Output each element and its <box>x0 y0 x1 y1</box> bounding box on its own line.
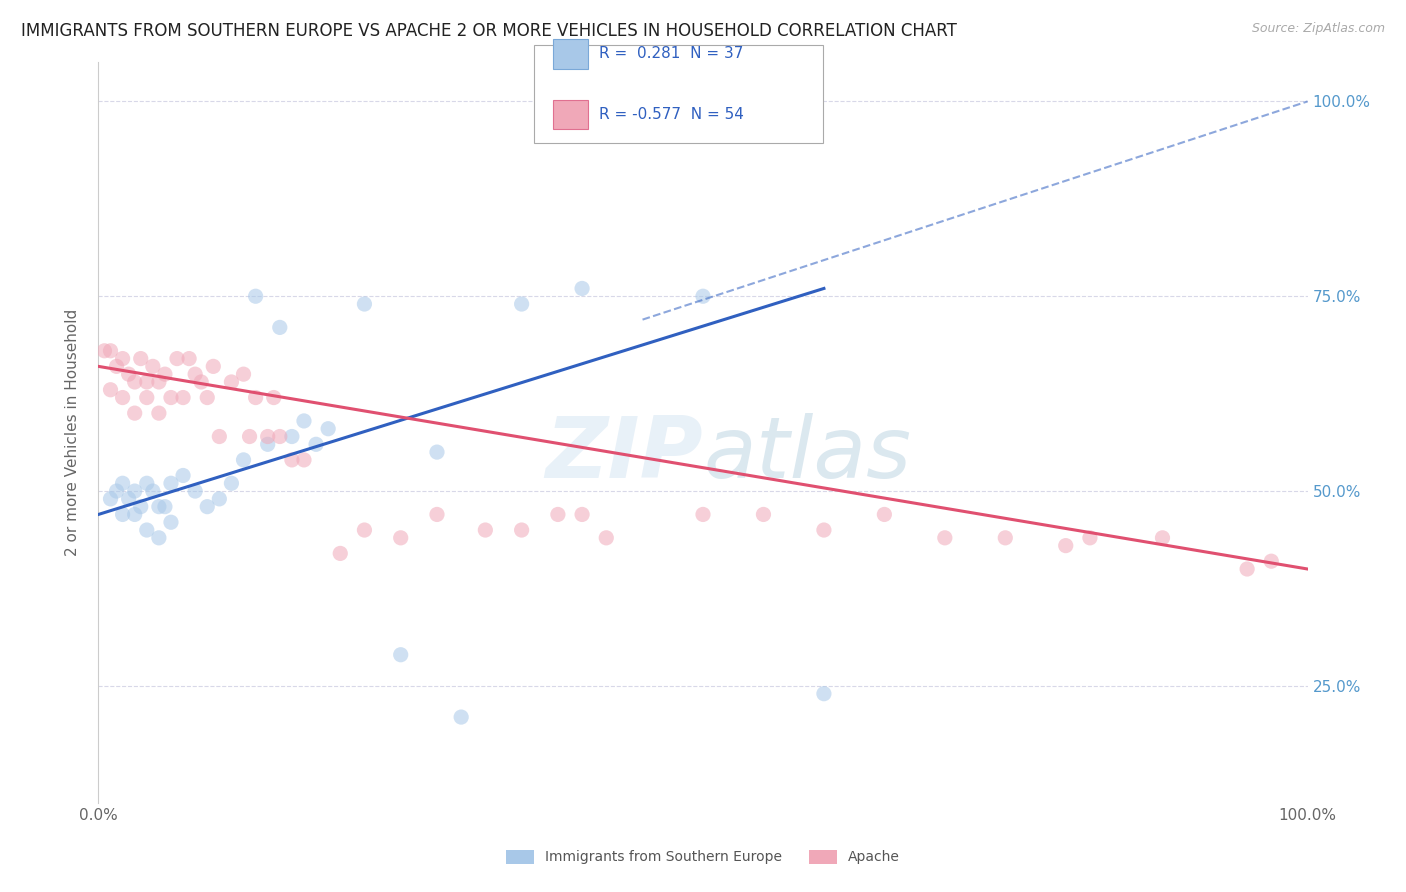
Legend: Immigrants from Southern Europe, Apache: Immigrants from Southern Europe, Apache <box>501 844 905 870</box>
Point <box>547 508 569 522</box>
Point <box>256 429 278 443</box>
Point <box>571 281 593 295</box>
Point <box>1078 531 1101 545</box>
Point <box>813 523 835 537</box>
Text: atlas: atlas <box>703 413 911 496</box>
Point <box>1152 531 1174 545</box>
Point <box>202 359 225 374</box>
Point <box>1054 539 1077 553</box>
Point <box>190 375 212 389</box>
Point <box>179 351 201 366</box>
Point <box>269 429 291 443</box>
Point <box>135 523 157 537</box>
Point <box>148 531 170 545</box>
Point <box>269 320 291 334</box>
Text: R =  0.281  N = 37: R = 0.281 N = 37 <box>599 46 744 62</box>
Point <box>118 367 141 381</box>
Point <box>595 531 617 545</box>
Point <box>245 289 267 303</box>
Point <box>450 710 472 724</box>
Point <box>305 437 328 451</box>
Point <box>292 453 315 467</box>
Point <box>426 445 449 459</box>
Point <box>752 508 775 522</box>
Y-axis label: 2 or more Vehicles in Household: 2 or more Vehicles in Household <box>65 309 80 557</box>
Point <box>256 437 278 451</box>
Point <box>135 391 157 405</box>
Point <box>124 406 146 420</box>
Point <box>389 531 412 545</box>
Point <box>571 508 593 522</box>
Point <box>111 476 134 491</box>
Point <box>100 383 122 397</box>
Point <box>153 367 176 381</box>
Point <box>93 343 115 358</box>
Point <box>353 523 375 537</box>
Point <box>111 351 134 366</box>
Point <box>142 484 165 499</box>
Point <box>510 297 533 311</box>
Point <box>195 500 218 514</box>
Point <box>124 484 146 499</box>
Point <box>221 375 243 389</box>
Point <box>111 508 134 522</box>
Point <box>353 297 375 311</box>
Point <box>994 531 1017 545</box>
Point <box>166 351 188 366</box>
Point <box>221 476 243 491</box>
Point <box>934 531 956 545</box>
Point <box>160 515 183 529</box>
Point <box>172 391 194 405</box>
Point <box>118 491 141 506</box>
Point <box>129 351 152 366</box>
Point <box>692 508 714 522</box>
Point <box>153 500 176 514</box>
Point <box>510 523 533 537</box>
Point <box>232 453 254 467</box>
Text: ZIP: ZIP <box>546 413 703 496</box>
Point <box>873 508 896 522</box>
Point <box>316 422 339 436</box>
Point <box>142 359 165 374</box>
Point <box>426 508 449 522</box>
Point <box>292 414 315 428</box>
Point <box>245 391 267 405</box>
Point <box>263 391 285 405</box>
Point <box>129 500 152 514</box>
Point <box>1236 562 1258 576</box>
Point <box>184 484 207 499</box>
Text: Source: ZipAtlas.com: Source: ZipAtlas.com <box>1251 22 1385 36</box>
Point <box>232 367 254 381</box>
Point <box>100 491 122 506</box>
Point <box>105 359 128 374</box>
Text: IMMIGRANTS FROM SOUTHERN EUROPE VS APACHE 2 OR MORE VEHICLES IN HOUSEHOLD CORREL: IMMIGRANTS FROM SOUTHERN EUROPE VS APACH… <box>21 22 957 40</box>
Point <box>148 375 170 389</box>
Point <box>195 391 218 405</box>
Point <box>692 289 714 303</box>
Point <box>105 484 128 499</box>
Point <box>124 375 146 389</box>
Text: R = -0.577  N = 54: R = -0.577 N = 54 <box>599 107 744 122</box>
Point <box>474 523 496 537</box>
Point <box>160 391 183 405</box>
Point <box>148 500 170 514</box>
Point <box>135 476 157 491</box>
Point <box>208 429 231 443</box>
Point <box>111 391 134 405</box>
Point <box>813 687 835 701</box>
Point <box>208 491 231 506</box>
Point <box>184 367 207 381</box>
Point <box>1260 554 1282 568</box>
Point <box>329 546 352 560</box>
Point <box>148 406 170 420</box>
Point <box>124 508 146 522</box>
Point <box>239 429 262 443</box>
Point <box>172 468 194 483</box>
Point <box>389 648 412 662</box>
Point <box>100 343 122 358</box>
Point <box>281 429 304 443</box>
Point <box>135 375 157 389</box>
Point <box>281 453 304 467</box>
Point <box>160 476 183 491</box>
